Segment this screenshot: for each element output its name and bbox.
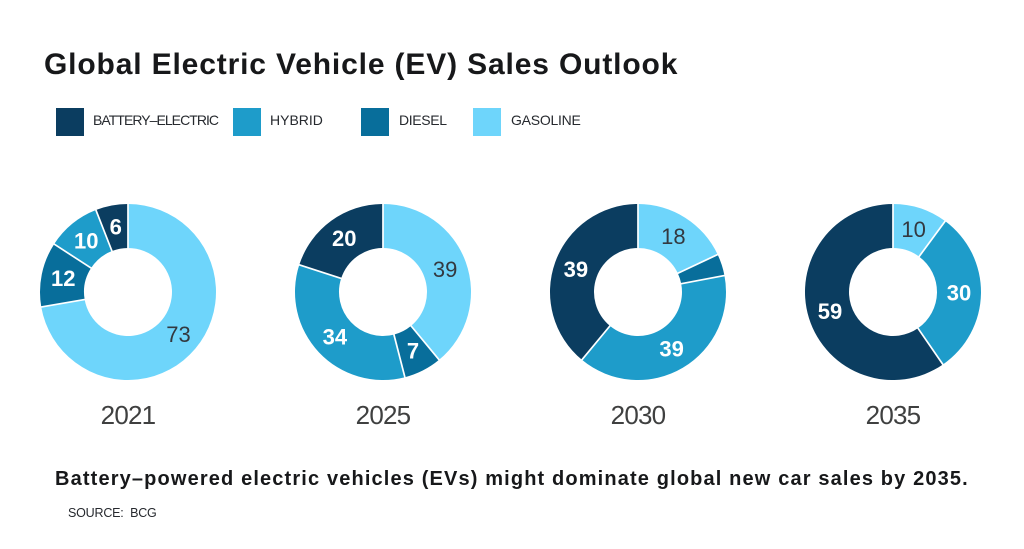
svg-text:12: 12 bbox=[51, 266, 75, 291]
svg-text:30: 30 bbox=[947, 281, 971, 306]
svg-text:20: 20 bbox=[332, 226, 356, 251]
svg-text:39: 39 bbox=[659, 336, 683, 361]
svg-text:7: 7 bbox=[407, 338, 419, 363]
svg-text:59: 59 bbox=[818, 299, 842, 324]
svg-text:73: 73 bbox=[166, 322, 190, 347]
svg-text:39: 39 bbox=[564, 257, 588, 282]
svg-text:6: 6 bbox=[110, 215, 122, 240]
svg-text:10: 10 bbox=[74, 228, 98, 253]
svg-text:10: 10 bbox=[901, 217, 925, 242]
svg-text:34: 34 bbox=[323, 325, 348, 350]
svg-text:39: 39 bbox=[433, 257, 457, 282]
svg-text:18: 18 bbox=[661, 224, 685, 249]
